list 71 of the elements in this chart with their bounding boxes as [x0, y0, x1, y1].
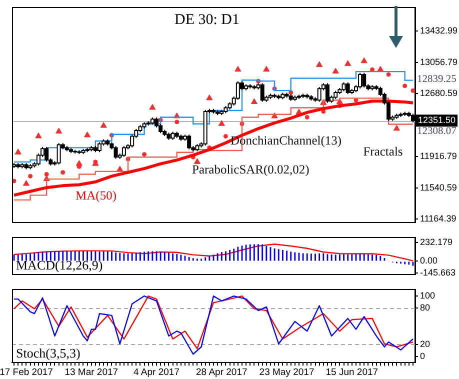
y-tick-label: 80	[420, 302, 430, 313]
point	[386, 72, 391, 77]
chart-title: DE 30: D1	[174, 12, 240, 28]
point	[28, 174, 33, 178]
point	[60, 170, 66, 175]
point	[223, 134, 228, 139]
candlestick	[114, 146, 118, 160]
point	[149, 104, 156, 110]
point	[234, 66, 242, 72]
candlestick	[98, 142, 102, 153]
candlestick	[44, 146, 49, 162]
candlestick	[362, 72, 366, 88]
candlestick	[260, 82, 264, 102]
point	[288, 90, 294, 95]
point	[263, 66, 270, 72]
x-tick-label: 23 May 2017	[259, 366, 314, 378]
candlestick	[56, 142, 61, 165]
text: 12839.25	[417, 74, 456, 85]
candlestick	[187, 134, 192, 150]
candlestick	[346, 82, 350, 95]
text: Stoch(3,5,3)	[16, 346, 80, 361]
x-tick-label: 17 Feb 2017	[0, 366, 53, 378]
y-tick-label: 20	[420, 338, 430, 349]
candlestick	[317, 86, 322, 102]
y-tick-label: 0	[420, 351, 426, 362]
point	[142, 152, 147, 157]
point	[344, 60, 352, 66]
text: MACD(12,26,9)	[16, 258, 103, 273]
point	[56, 128, 62, 134]
point	[22, 180, 30, 186]
point	[304, 114, 310, 120]
ref-line-label: 12351.50	[418, 115, 456, 126]
x-tick-label: 4 Apr 2017	[134, 366, 180, 378]
y-tick-label: 11916.79	[420, 151, 457, 162]
candlestick	[325, 82, 330, 104]
point	[35, 132, 42, 138]
y-tick-label: 100	[420, 290, 436, 301]
y-tick-label: 12680.59	[420, 88, 458, 98]
y-tick-label: 13432.99	[420, 26, 458, 36]
candlestick	[122, 146, 126, 158]
y-tick-label: 0.00	[420, 256, 438, 266]
point	[218, 120, 225, 126]
candlestick	[358, 72, 362, 89]
y-tick-label: 11540.59	[420, 182, 457, 192]
y-tick-label: 13056.79	[420, 56, 458, 67]
series-label: Fractals	[363, 144, 403, 158]
y-tick-label: 11164.39	[420, 213, 456, 224]
candlestick	[342, 82, 346, 92]
point	[206, 94, 213, 100]
point	[250, 98, 258, 104]
point	[332, 68, 339, 74]
point	[410, 88, 416, 93]
point	[360, 57, 368, 64]
y-tick-label: -145.663	[420, 267, 456, 278]
point	[76, 164, 82, 169]
point	[393, 124, 400, 131]
point	[44, 172, 49, 177]
point	[100, 122, 107, 128]
y-tick-label: 232.179	[420, 237, 453, 248]
point	[402, 84, 408, 88]
x-tick-label: 28 Apr 2017	[196, 366, 248, 378]
point	[84, 132, 91, 138]
x-tick-label: 15 Jun 2017	[326, 366, 378, 378]
series-label: MA(50)	[76, 188, 116, 202]
point	[14, 148, 22, 154]
point	[316, 61, 323, 67]
text: 12308.07	[417, 126, 456, 137]
series-label: ParabolicSAR(0.02,02)	[192, 162, 310, 176]
x-tick-label: 13 Mar 2017	[64, 366, 118, 378]
point	[194, 158, 200, 164]
point	[174, 120, 180, 124]
